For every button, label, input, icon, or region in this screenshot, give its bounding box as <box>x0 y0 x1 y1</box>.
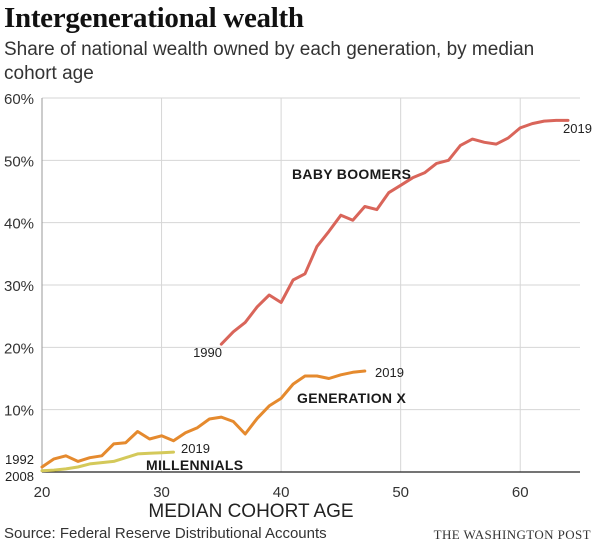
annotation-end-generation-x: 2019 <box>375 365 404 380</box>
annotation-end-baby-boomers: 2019 <box>563 121 592 136</box>
y-tick-label: 10% <box>4 403 34 420</box>
series-label-generation-x: GENERATION X <box>297 390 406 406</box>
series-label-baby-boomers: BABY BOOMERS <box>292 166 411 182</box>
annotation-start-millennials: 2008 <box>5 469 34 484</box>
chart-title: Intergenerational wealth <box>4 2 304 34</box>
series-line-baby-boomers <box>219 118 570 346</box>
series-line-generation-x <box>40 369 367 469</box>
y-tick-label: 20% <box>4 340 34 357</box>
y-tick-label: 60% <box>4 91 34 108</box>
x-tick-label: 30 <box>153 484 170 501</box>
x-axis-title: MEDIAN COHORT AGE <box>148 501 353 522</box>
series-label-millennials: MILLENNIALS <box>146 457 243 473</box>
series-line-millennials <box>40 450 175 473</box>
x-tick-label: 50 <box>392 484 409 501</box>
y-tick-label: 50% <box>4 153 34 170</box>
source-note: Source: Federal Reserve Distributional A… <box>4 525 327 542</box>
y-tick-label: 40% <box>4 216 34 233</box>
publisher-credit: THE WASHINGTON POST <box>433 527 591 542</box>
x-tick-label: 20 <box>34 484 51 501</box>
chart-subtitle: Share of national wealth owned by each g… <box>4 39 535 84</box>
y-tick-label: 30% <box>4 278 34 295</box>
x-tick-label: 40 <box>273 484 290 501</box>
annotation-start-generation-x: 1992 <box>5 452 34 467</box>
annotation-end-millennials: 2019 <box>181 441 210 456</box>
annotation-start-baby-boomers: 1990 <box>193 345 222 360</box>
x-tick-label: 60 <box>512 484 529 501</box>
